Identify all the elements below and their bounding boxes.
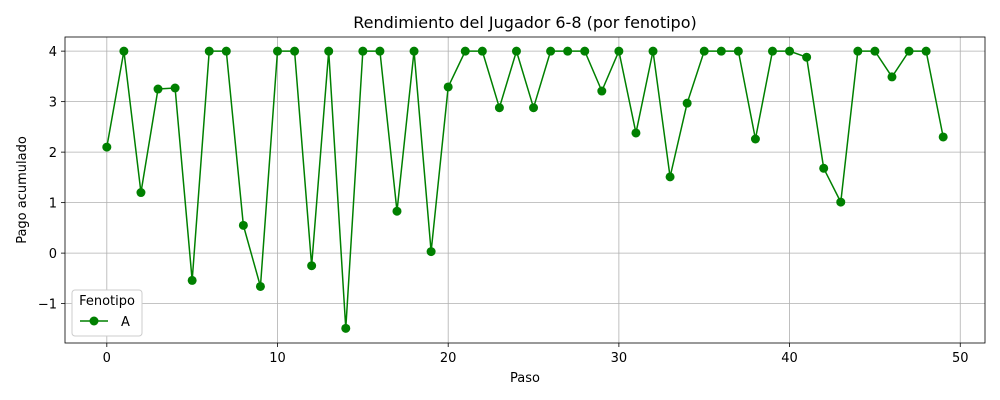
data-point bbox=[290, 46, 300, 56]
data-point bbox=[938, 132, 948, 142]
y-tick-label: 1 bbox=[49, 197, 57, 212]
data-point bbox=[529, 103, 539, 113]
x-tick-label: 30 bbox=[611, 351, 628, 366]
data-point bbox=[187, 275, 197, 285]
data-point bbox=[785, 46, 795, 56]
data-point bbox=[238, 220, 248, 230]
x-axis: 0 10 20 30 40 50 bbox=[103, 343, 969, 366]
data-point bbox=[341, 323, 351, 333]
data-point bbox=[255, 281, 265, 291]
data-point bbox=[716, 46, 726, 56]
y-axis: −1 0 1 2 3 4 bbox=[38, 45, 65, 313]
series-line-A bbox=[106, 48, 944, 329]
data-point bbox=[102, 142, 112, 152]
data-point bbox=[614, 46, 624, 56]
y-axis-label: Pago acumulado bbox=[15, 136, 30, 244]
data-point bbox=[307, 261, 317, 271]
x-tick-label: 20 bbox=[440, 351, 457, 366]
x-tick-label: 40 bbox=[781, 351, 798, 366]
x-axis-label: Paso bbox=[510, 371, 540, 386]
chart-title: Rendimiento del Jugador 6-8 (por fenotip… bbox=[353, 13, 697, 32]
data-point bbox=[460, 46, 470, 56]
data-point bbox=[836, 197, 846, 207]
x-tick-label: 50 bbox=[952, 351, 969, 366]
data-point bbox=[819, 163, 829, 173]
x-tick-label: 0 bbox=[103, 351, 111, 366]
data-point bbox=[494, 103, 504, 113]
data-point bbox=[580, 46, 590, 56]
series-layer bbox=[102, 46, 948, 333]
data-point bbox=[733, 46, 743, 56]
data-point bbox=[750, 134, 760, 144]
data-point bbox=[563, 46, 573, 56]
data-point bbox=[921, 46, 931, 56]
data-point bbox=[870, 46, 880, 56]
y-tick-label: 3 bbox=[49, 96, 57, 111]
data-point bbox=[699, 46, 709, 56]
data-point bbox=[204, 46, 214, 56]
legend-entry-label: A bbox=[121, 315, 130, 330]
legend: Fenotipo A bbox=[71, 289, 143, 337]
plot-frame bbox=[64, 36, 986, 344]
y-tick-label: 2 bbox=[49, 146, 57, 161]
y-tick-label: 4 bbox=[49, 45, 57, 60]
data-point bbox=[597, 86, 607, 96]
data-point bbox=[409, 46, 419, 56]
data-point bbox=[904, 46, 914, 56]
x-tick-label: 10 bbox=[269, 351, 286, 366]
data-point bbox=[767, 46, 777, 56]
grid bbox=[65, 37, 985, 343]
data-point bbox=[648, 46, 658, 56]
data-point bbox=[802, 52, 812, 62]
data-point bbox=[631, 128, 641, 138]
data-point bbox=[477, 46, 487, 56]
legend-title: Fenotipo bbox=[79, 294, 135, 309]
data-point bbox=[324, 46, 334, 56]
data-point bbox=[887, 72, 897, 82]
legend-box bbox=[71, 289, 143, 337]
data-point bbox=[853, 46, 863, 56]
y-tick-label: 0 bbox=[49, 247, 57, 262]
data-point bbox=[392, 206, 402, 216]
data-point bbox=[136, 188, 146, 198]
data-point bbox=[358, 46, 368, 56]
data-point bbox=[443, 82, 453, 92]
data-point bbox=[682, 98, 692, 108]
y-tick-label: −1 bbox=[38, 298, 57, 313]
data-point bbox=[119, 46, 129, 56]
data-point bbox=[153, 84, 163, 94]
data-point bbox=[170, 83, 180, 93]
data-point bbox=[665, 172, 675, 182]
data-point bbox=[546, 46, 556, 56]
data-point bbox=[273, 46, 283, 56]
data-point bbox=[426, 247, 436, 257]
data-point bbox=[511, 46, 521, 56]
data-point bbox=[375, 46, 385, 56]
data-point bbox=[221, 46, 231, 56]
legend-marker-sample bbox=[89, 316, 99, 326]
